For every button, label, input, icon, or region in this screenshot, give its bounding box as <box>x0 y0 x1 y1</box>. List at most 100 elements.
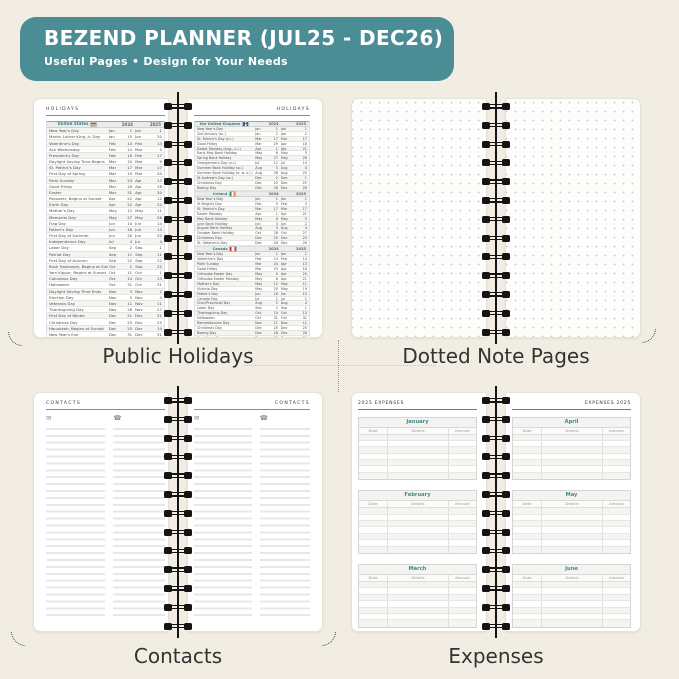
holiday-row: Ash Wednesday Feb 14 Mar 5 <box>47 147 164 153</box>
us-holidays-table: United States 2024 2025 New Year's Day Jan 1 J… <box>46 120 165 337</box>
page-subtitle: Useful Pages • Design for Your Needs <box>44 55 288 68</box>
us-flag-icon <box>89 121 98 128</box>
holiday-row: Good Friday Mar 29 Apr 18 <box>47 184 164 190</box>
holiday-row: Canada Day Jul 1 Jul 1 <box>195 297 309 302</box>
holiday-row: Christmas Day Dec 25 Dec 25 <box>195 181 309 186</box>
expense-table-march: March Date Details Amount <box>358 563 477 628</box>
header-banner: BEZEND PLANNER (JUL25 - DEC26) Useful Pa… <box>20 17 454 81</box>
holidays-right-page: HOLIDAYS the United Kingdom 2024 2025 New Y… <box>187 98 323 338</box>
caption-public-holidays: Public Holidays <box>102 344 254 368</box>
spiral-coil <box>482 472 510 480</box>
holiday-row: Veterans Day Nov 11 Nov 11 <box>47 300 164 308</box>
spiral-coil <box>482 178 510 186</box>
holiday-row: New Year's Day Jan 1 Jan 1 <box>47 128 164 135</box>
contacts-page-label: CONTACTS <box>46 401 165 410</box>
spiral-coil <box>482 415 510 423</box>
spiral-coil <box>164 509 192 517</box>
expense-row <box>359 613 476 621</box>
holiday-row: Mother's Day May 12 May 11 <box>195 281 309 287</box>
spiral-coil <box>482 253 510 261</box>
expense-column-headers: Date Details Amount <box>359 501 476 509</box>
holiday-row: Memorial Day May 27 May 26 <box>47 214 164 221</box>
holiday-row: Christmas Day Dec 25 Dec 25 <box>195 236 309 242</box>
expense-row <box>513 594 630 602</box>
holiday-row: Spring Bank Holiday May 27 May 26 <box>195 156 309 162</box>
spiral-coil <box>482 528 510 536</box>
holidays-page-label: HOLIDAYS <box>46 107 165 116</box>
holiday-row: Election Day Nov 5 Nov 4 <box>47 295 164 301</box>
expense-row <box>359 533 476 541</box>
holiday-row: Orthodox Easter Day May 5 Apr 20 <box>195 272 309 277</box>
holiday-row: St Brigid's Day Feb 5 Feb 3 <box>195 202 309 207</box>
country-header-row: the United Kingdom 2024 2025 <box>195 120 309 127</box>
month-header: February <box>359 491 476 502</box>
contacts-page-label: CONTACTS <box>194 401 310 410</box>
spiral-coil <box>482 397 510 404</box>
holiday-row: St. Stephen's Day Dec 26 Dec 26 <box>195 241 309 246</box>
spiral-coil <box>164 434 192 442</box>
month-header: June <box>513 564 630 575</box>
spiral-coil <box>164 397 192 404</box>
international-holidays-tables: the United Kingdom 2024 2025 New Year's Day… <box>194 120 310 337</box>
holiday-row: October Bank Holiday Oct 28 Oct 27 <box>195 231 309 237</box>
expense-row <box>513 472 630 480</box>
canada-flag-icon <box>229 246 237 253</box>
expense-row <box>513 607 630 614</box>
contact-ruled-lines <box>113 422 165 616</box>
holiday-row: Civic/Provincial Day Aug 5 Aug 4 <box>195 301 309 307</box>
holiday-row: Thanksgiving Day Oct 14 Oct 13 <box>195 311 309 317</box>
expense-row <box>513 527 630 534</box>
holiday-row: Victoria Day May 20 May 19 <box>195 287 309 292</box>
expense-row <box>513 546 630 553</box>
holiday-row: Yom Kippur, Begins at Sunset Oct 11 Oct 1 <box>47 270 164 277</box>
spiral-coil <box>164 328 192 336</box>
expense-row <box>513 466 630 473</box>
spiral-coil <box>482 434 510 442</box>
holiday-row: Passover, Begins at Sunset Apr 22 Apr 12 <box>47 196 164 203</box>
spiral-coil <box>164 215 192 223</box>
holiday-row: First Day of Summer Jun 20 Jun 20 <box>47 233 164 240</box>
holiday-row: 2nd January (sc.) Jan 2 Jan 2 <box>195 132 309 137</box>
ireland-flag-icon <box>228 191 237 197</box>
spiral-coil <box>164 472 192 480</box>
holiday-row: St Andrew's Day (sc.) Dec 2 Dec 1 <box>195 175 309 181</box>
holiday-row: Orangeman's Day (n.i.) Jul 12 Jul 14 <box>195 161 309 167</box>
expense-row <box>359 440 476 448</box>
expense-month-tables: April Date Details Amount May Date Details Amou… <box>512 416 631 628</box>
expense-column-headers: Date Details Amount <box>513 501 630 509</box>
expense-row <box>513 453 630 461</box>
spiral-coil <box>164 140 192 148</box>
holiday-row: New Year's Day Jan 1 Jan 1 <box>195 197 309 202</box>
spiral-coil <box>164 309 192 317</box>
spiral-coil <box>482 309 510 317</box>
spiral-coil <box>482 103 510 110</box>
spiral-coil <box>164 291 192 298</box>
spiral-coil <box>482 491 510 498</box>
expense-row <box>359 472 476 480</box>
holiday-row: Hanukkah, Begins at Sunset Dec 25 Dec 14 <box>47 325 164 332</box>
expense-table-may: May Date Details Amount <box>512 490 631 554</box>
holiday-row: Early May Bank Holiday May 6 May 5 <box>195 151 309 157</box>
spiral-coil <box>164 585 192 592</box>
expense-row <box>359 607 476 614</box>
contact-ruled-lines <box>46 422 106 616</box>
expense-row <box>513 508 630 515</box>
expense-row <box>513 460 630 467</box>
spiral-coil <box>164 253 192 261</box>
spiral-coil <box>164 622 192 630</box>
expense-row <box>359 540 476 547</box>
spiral-coil <box>164 234 192 242</box>
caption-dotted-note-pages: Dotted Note Pages <box>402 344 590 368</box>
spiral-coil <box>164 121 192 129</box>
expenses-spread: 2025 EXPENSES January Date Details Amount Fe… <box>351 386 641 638</box>
envelope-icon: ✉ <box>46 413 52 422</box>
expenses-right-title: EXPENSES 2025 <box>512 401 631 410</box>
holiday-row: Labor Day Sep 2 Sep 1 <box>195 306 309 312</box>
expenses-left-title: 2025 EXPENSES <box>358 401 477 410</box>
expense-row <box>513 620 630 627</box>
page-title: BEZEND PLANNER (JUL25 - DEC26) <box>44 26 444 50</box>
expense-row <box>513 440 630 448</box>
expense-row <box>359 581 476 589</box>
expense-row <box>359 601 476 608</box>
expense-row <box>513 540 630 547</box>
